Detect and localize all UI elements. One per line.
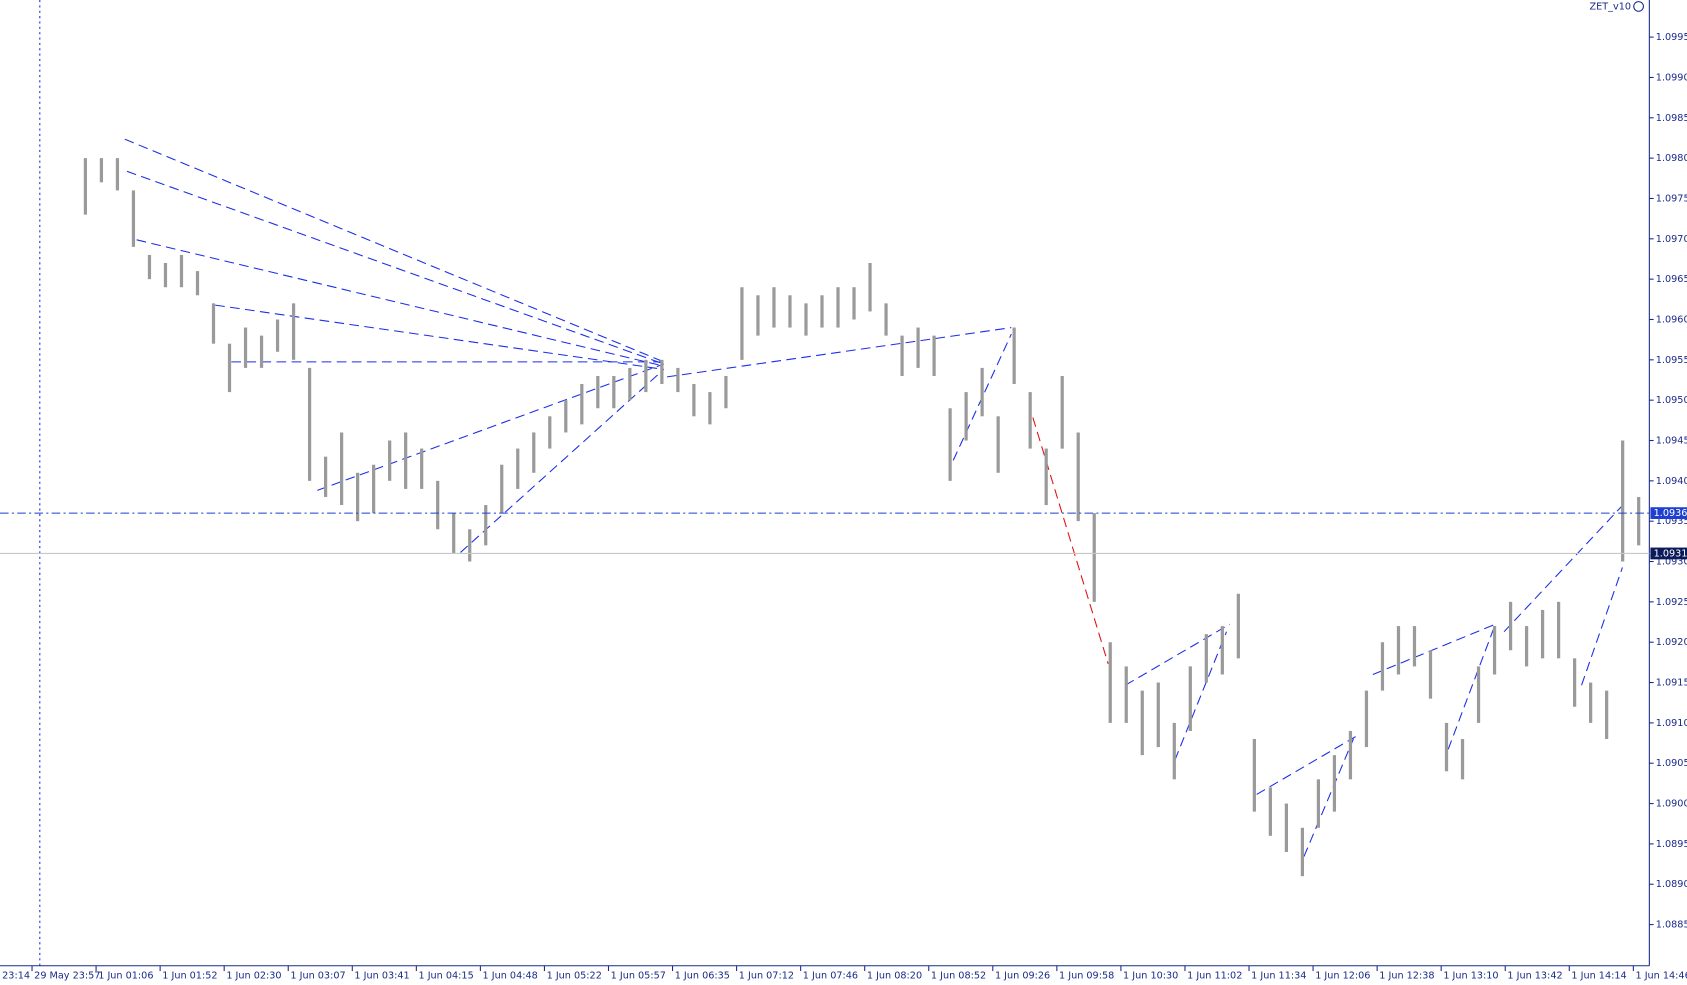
x-tick-label: 1 Jun 08:20 (867, 970, 922, 981)
trend-line (1372, 623, 1496, 676)
y-tick-label: 1.0985 (1656, 113, 1687, 124)
x-tick-label: 1 Jun 01:52 (162, 970, 217, 981)
trend-line (666, 327, 1012, 378)
trend-line (1174, 631, 1228, 761)
y-tick-label: 1.0955 (1656, 355, 1687, 366)
indicator-icon (1633, 1, 1644, 12)
x-tick-label: 1 Jun 07:46 (803, 970, 858, 981)
trend-line (1256, 736, 1356, 795)
y-tick-label: 1.0970 (1656, 234, 1687, 245)
x-tick-label: 1 Jun 01:06 (98, 970, 153, 981)
trend-line (1303, 738, 1354, 857)
x-tick-label: 1 Jun 12:38 (1379, 970, 1434, 981)
x-tick-label: 1 Jun 13:42 (1507, 970, 1562, 981)
trend-line (215, 304, 664, 370)
trend-line (126, 170, 665, 365)
x-tick-label: 1 Jun 11:02 (1187, 970, 1242, 981)
y-tick-label: 1.0915 (1656, 678, 1687, 689)
price-box (1650, 507, 1687, 520)
x-tick-label: 29 May 23:57 (34, 970, 100, 981)
y-tick-label: 1.0930 (1656, 557, 1687, 568)
trend-line (1447, 629, 1494, 750)
y-tick-label: 1.0890 (1656, 879, 1687, 890)
x-tick-label: 1 Jun 03:41 (354, 970, 409, 981)
x-tick-label: 1 Jun 09:26 (995, 970, 1050, 981)
y-tick-label: 1.0975 (1656, 193, 1687, 204)
x-tick-label: 1 Jun 05:57 (611, 970, 666, 981)
trend-line (124, 138, 665, 363)
x-tick-label: 1 Jun 14:14 (1571, 970, 1626, 981)
y-tick-label: 1.0910 (1656, 718, 1687, 729)
price-box-label: 1.0931 (1654, 548, 1687, 559)
x-tick-label: 1 Jun 13:10 (1443, 970, 1498, 981)
price-box-label: 1.0936 (1654, 508, 1687, 519)
y-tick-label: 1.0980 (1656, 153, 1687, 164)
y-tick-label: 1.0900 (1656, 799, 1687, 810)
x-tick-label: 1 Jun 04:48 (483, 970, 538, 981)
x-tick-label: 1 Jun 03:07 (290, 970, 345, 981)
x-tick-label: 1 Jun 12:06 (1315, 970, 1370, 981)
y-tick-label: 1.0895 (1656, 839, 1687, 850)
x-tick-label: 1 Jun 10:30 (1123, 970, 1178, 981)
trend-line-red (1032, 417, 1109, 664)
x-tick-label: 1 Jun 04:15 (418, 970, 473, 981)
y-tick-label: 1.0935 (1656, 516, 1687, 527)
x-tick-label: 1 Jun 02:30 (226, 970, 281, 981)
price-box (1650, 547, 1687, 560)
y-tick-label: 1.0885 (1656, 920, 1687, 931)
x-tick-label: 1 Jun 11:34 (1251, 970, 1306, 981)
y-tick-label: 1.0965 (1656, 274, 1687, 285)
y-tick-label: 1.0940 (1656, 476, 1687, 487)
y-tick-label: 1.0995 (1656, 32, 1687, 43)
x-tick-label: 1 Jun 05:22 (547, 970, 602, 981)
trend-line (1581, 567, 1623, 686)
trend-line (136, 239, 664, 367)
y-tick-label: 1.0950 (1656, 395, 1687, 406)
y-tick-label: 1.0925 (1656, 597, 1687, 608)
x-tick-label: 1 Jun 07:12 (739, 970, 794, 981)
x-tick-label: 23:14 (2, 970, 30, 981)
y-tick-label: 1.0990 (1656, 72, 1687, 83)
y-tick-label: 1.0960 (1656, 315, 1687, 326)
x-tick-label: 1 Jun 06:35 (675, 970, 730, 981)
x-tick-label: 1 Jun 09:58 (1059, 970, 1114, 981)
y-tick-label: 1.0920 (1656, 637, 1687, 648)
y-tick-label: 1.0945 (1656, 436, 1687, 447)
x-tick-label: 1 Jun 08:52 (931, 970, 986, 981)
indicator-name: ZET_v10 (1590, 1, 1631, 12)
x-tick-label: 1 Jun 14:46 (1635, 970, 1687, 981)
trend-line (1125, 623, 1231, 686)
y-tick-label: 1.0905 (1656, 758, 1687, 769)
